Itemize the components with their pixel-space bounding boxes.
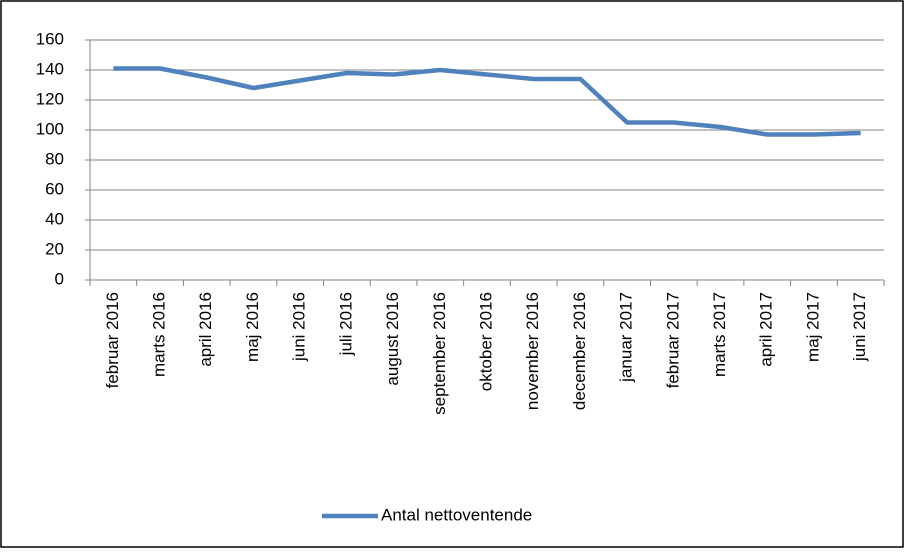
x-tick-label: december 2016	[570, 292, 589, 410]
data-line	[113, 66, 861, 137]
y-tick-label: 20	[45, 239, 64, 258]
y-tick-label: 120	[36, 89, 64, 108]
x-tick-label: juni 2017	[850, 292, 869, 362]
y-tick-label: 0	[55, 269, 64, 288]
y-tick-label: 60	[45, 179, 64, 198]
x-tick-label: januar 2017	[617, 292, 636, 383]
x-tick-label: februar 2017	[663, 292, 682, 388]
x-tick-label: marts 2017	[710, 292, 729, 377]
x-tick-label: juli 2016	[336, 292, 355, 356]
y-tick-label: 40	[45, 209, 64, 228]
x-tick-label: oktober 2016	[476, 292, 495, 391]
x-tick-label: april 2017	[757, 292, 776, 367]
y-tick-label: 100	[36, 119, 64, 138]
x-tick-label: februar 2016	[103, 292, 122, 388]
x-tick-label: november 2016	[523, 292, 542, 410]
x-tick-label: april 2016	[196, 292, 215, 367]
x-tick-label: marts 2016	[150, 292, 169, 377]
x-tick-label: september 2016	[430, 292, 449, 415]
x-tick-label: juni 2016	[290, 292, 309, 362]
x-tick-label: maj 2017	[803, 292, 822, 362]
y-tick-label: 160	[36, 29, 64, 48]
y-tick-label: 80	[45, 149, 64, 168]
legend-label: Antal nettoventende	[381, 505, 532, 524]
x-tick-label: august 2016	[383, 292, 402, 386]
x-tick-label: maj 2016	[243, 292, 262, 362]
y-tick-label: 140	[36, 59, 64, 78]
